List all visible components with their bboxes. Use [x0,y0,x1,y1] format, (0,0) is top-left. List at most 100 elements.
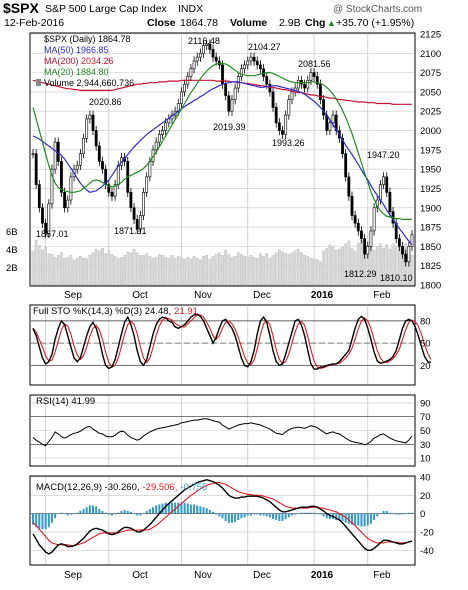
price-candle-body [60,161,63,193]
price-candle-body [230,99,234,112]
macd-histogram-bar [98,509,101,514]
volume-tick-label: 4B [6,245,18,256]
price-candle-body [385,176,389,193]
price-candle-body [306,80,310,89]
volume-bar [319,261,322,286]
macd-histogram-bar [126,510,129,514]
volume-bar [328,244,332,286]
price-candle-body [388,192,392,212]
volume-legend-swatch [36,79,41,86]
macd-histogram-bar [382,510,385,514]
macd-tick-label: 20 [420,491,431,502]
macd-histogram-bar [404,513,407,515]
volume-bar [278,249,281,286]
macd-histogram-bar [88,505,91,514]
macd-histogram-bar [234,513,237,522]
macd-histogram-bar [243,513,246,518]
macd-histogram-bar [120,510,123,514]
volume-bar [331,246,335,286]
annotation-low-sep: 1867.01 [36,229,69,239]
change-label: Chg [305,17,325,29]
volume-bar [385,244,389,286]
price-candle-body [265,76,269,85]
volume-bar [116,257,120,286]
macd-histogram-bar [379,513,382,515]
macd-month-label: Oct [132,570,148,581]
volume-bar [195,257,199,286]
volume-bar [135,252,139,286]
macd-histogram-bar [114,513,117,515]
volume-bar [388,248,392,286]
macd-histogram-bar [38,513,41,530]
ma20-line [32,62,412,220]
macd-histogram-bar [411,512,413,514]
price-candle-body [157,134,161,143]
price-candle-body [107,184,111,193]
sto-tick-label: 80 [420,316,431,327]
price-candle-body [97,145,101,162]
price-candle-body [101,161,104,170]
price-candle-body [303,83,307,89]
volume-bar [293,250,297,286]
annotation-high-dec: 2104.27 [248,42,281,52]
price-tick-label: 1825 [420,261,441,272]
price-candle-body [211,49,215,58]
macd-histogram-bar [202,507,205,514]
price-candle-body [94,130,98,147]
volume-bar [271,255,275,286]
volume-bar [252,256,256,286]
volume-bar [170,255,174,286]
price-candle-body [91,114,95,131]
sto-d-line [32,314,432,369]
macd-histogram-bar [249,513,252,516]
price-candle-body [208,43,212,50]
macd-histogram-bar [313,512,316,514]
volume-bar [287,254,291,286]
volume-bars [31,238,414,286]
rsi-tick-label: 10 [420,454,431,465]
price-candle-body [205,43,209,46]
volume-bar [66,256,70,286]
macd-histogram-bar [224,513,227,521]
price-candle-body [347,176,351,197]
macd-histogram-bar [73,513,76,515]
price-tick-label: 1875 [420,223,441,234]
price-candle-body [309,72,313,81]
price-tick-label: 2100 [420,49,441,60]
volume-bar [186,256,190,286]
macd-histogram-bar [392,513,395,515]
volume-bar [230,256,234,286]
volume-bar [123,255,126,286]
volume-bar [353,250,357,286]
macd-histogram-bar [76,512,79,514]
macd-tick-label: 40 [420,473,431,484]
volume-bar [161,255,164,286]
volume-bar [249,255,253,286]
macd-histogram-bar [123,509,126,514]
price-candle-body [113,184,117,197]
sto-label-b: 21.91 [174,306,198,317]
indicator-series [32,313,432,555]
close-value: 1864.78 [180,17,218,29]
price-candle-body [328,122,332,131]
volume-bar [334,249,338,286]
price-candle-body [287,99,291,116]
macd-histogram-bar [110,513,113,516]
price-candle-body [227,95,231,112]
volume-bar [31,250,35,286]
macd-histogram-bar [341,513,344,521]
macd-histogram-bar [63,513,66,515]
volume-bar [255,257,259,286]
macd-histogram-bar [95,506,98,514]
volume-bar [382,247,385,286]
macd-histogram-bar [183,502,186,514]
price-tick-label: 2125 [420,30,441,41]
macd-histogram-bar [366,513,369,526]
price-candle-body [382,176,385,185]
price-candle-body [296,80,300,89]
macd-histogram-bar [385,510,388,514]
price-candle-body [407,246,411,263]
macd-histogram-bar [193,504,196,514]
close-label: Close [147,17,176,29]
volume-bar [296,248,300,286]
